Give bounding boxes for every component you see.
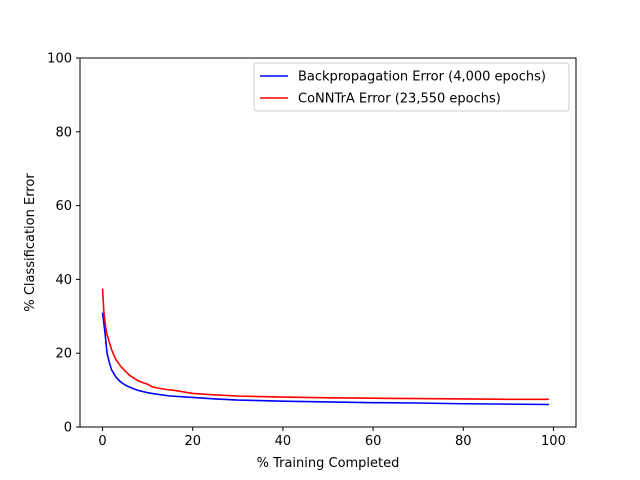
legend: Backpropagation Error (4,000 epochs) CoN… xyxy=(253,62,570,112)
legend-label-backprop: Backpropagation Error (4,000 epochs) xyxy=(298,70,546,85)
x-tick-label: 20 xyxy=(184,434,201,449)
y-tick-label: 60 xyxy=(55,199,72,214)
x-tick-label: 0 xyxy=(98,434,106,449)
y-axis-ticks: 0 20 40 60 80 100 xyxy=(47,52,80,436)
series-line-conntra xyxy=(101,288,549,401)
x-axis-ticks: 0 20 40 60 80 100 xyxy=(98,427,566,449)
x-axis-label: % Training Completed xyxy=(257,456,400,471)
series-line-backprop xyxy=(101,312,549,406)
y-tick-label: 20 xyxy=(55,347,72,362)
plot-frame xyxy=(79,57,577,428)
x-tick-label: 100 xyxy=(541,434,566,449)
y-tick-label: 0 xyxy=(64,421,72,436)
series-lines xyxy=(101,288,549,406)
x-tick-label: 40 xyxy=(275,434,292,449)
x-tick-label: 80 xyxy=(455,434,472,449)
legend-label-conntra: CoNNTrA Error (23,550 epochs) xyxy=(298,92,501,107)
x-tick-label: 60 xyxy=(365,434,382,449)
y-tick-label: 100 xyxy=(47,52,72,67)
legend-box xyxy=(253,62,570,112)
y-tick-label: 80 xyxy=(55,125,72,140)
y-axis-label: % Classification Error xyxy=(23,173,38,312)
y-tick-label: 40 xyxy=(55,273,72,288)
